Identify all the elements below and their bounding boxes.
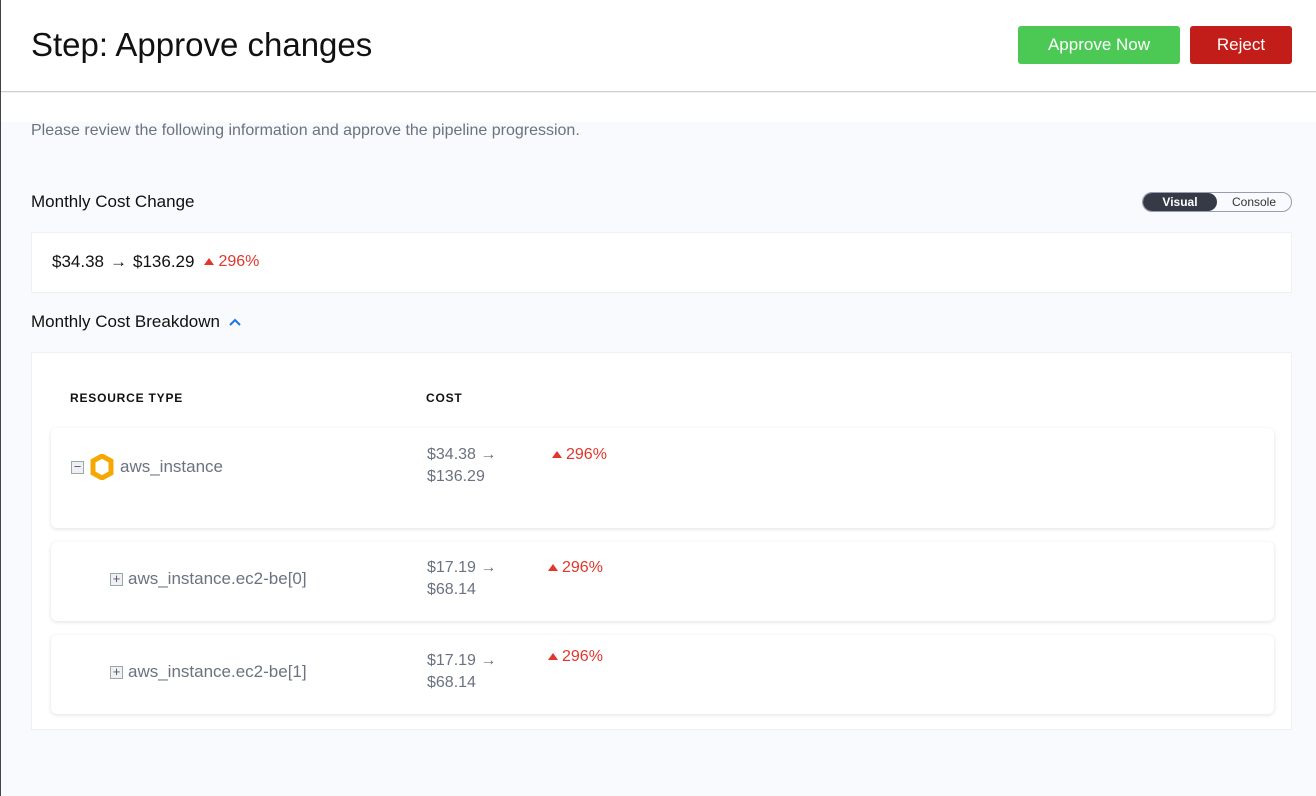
collapse-icon[interactable]: −	[71, 460, 84, 474]
toggle-console[interactable]: Console	[1231, 195, 1277, 209]
table-row: − aws_instance $34.38 → $136.29 296%	[51, 428, 1274, 528]
change-percent: 296%	[566, 446, 607, 463]
expand-icon[interactable]: +	[110, 665, 123, 679]
increase-triangle-icon	[548, 653, 558, 660]
reject-button[interactable]: Reject	[1190, 26, 1292, 64]
column-resource-type: RESOURCE TYPE	[70, 391, 184, 405]
breakdown-table: RESOURCE TYPE COST − aws_instance $34.38…	[31, 352, 1292, 730]
new-cost: $68.14	[427, 581, 476, 598]
increase-triangle-icon	[552, 451, 562, 458]
change-percent: 296%	[218, 253, 260, 270]
old-cost: $17.19 →	[427, 652, 497, 669]
table-row: + aws_instance.ec2-be[1] $17.19 → $68.14 …	[51, 635, 1274, 714]
page-title: Step: Approve changes	[31, 26, 373, 63]
monthly-cost-change-heading: Monthly Cost Change	[31, 192, 195, 211]
new-cost: $68.14	[427, 674, 476, 691]
toggle-visual[interactable]: Visual	[1143, 193, 1217, 211]
header: Step: Approve changes Approve Now Reject	[1, 0, 1316, 92]
approve-now-button[interactable]: Approve Now	[1018, 26, 1180, 64]
change-percent: 296%	[562, 648, 603, 665]
column-cost: COST	[426, 391, 463, 405]
header-spacer	[1, 93, 1316, 122]
arrow: →	[110, 252, 127, 271]
new-cost: $136.29	[427, 468, 485, 485]
description: Please review the following information …	[31, 122, 580, 139]
new-cost: $136.29	[133, 252, 195, 271]
cost-change-card: $34.38 → $136.29 296%	[31, 232, 1292, 293]
breakdown-toggle[interactable]: Monthly Cost Breakdown	[31, 312, 242, 332]
aws-instance-hexagon-icon	[90, 454, 114, 480]
increase-triangle-icon	[548, 564, 558, 571]
breakdown-heading: Monthly Cost Breakdown	[31, 312, 220, 331]
change-percent: 296%	[562, 559, 603, 576]
view-toggle[interactable]: Visual Console	[1142, 192, 1292, 212]
expand-icon[interactable]: +	[110, 572, 123, 586]
old-cost: $17.19 →	[427, 559, 497, 576]
old-cost: $34.38 →	[427, 446, 497, 463]
old-cost: $34.38	[52, 252, 104, 271]
resource-name: aws_instance.ec2-be[1]	[128, 662, 307, 681]
chevron-up-icon	[229, 318, 241, 326]
resource-name: aws_instance.ec2-be[0]	[128, 569, 307, 588]
increase-triangle-icon	[204, 258, 215, 265]
table-row: + aws_instance.ec2-be[0] $17.19 → $68.14 …	[51, 542, 1274, 621]
resource-name: aws_instance	[120, 457, 224, 476]
